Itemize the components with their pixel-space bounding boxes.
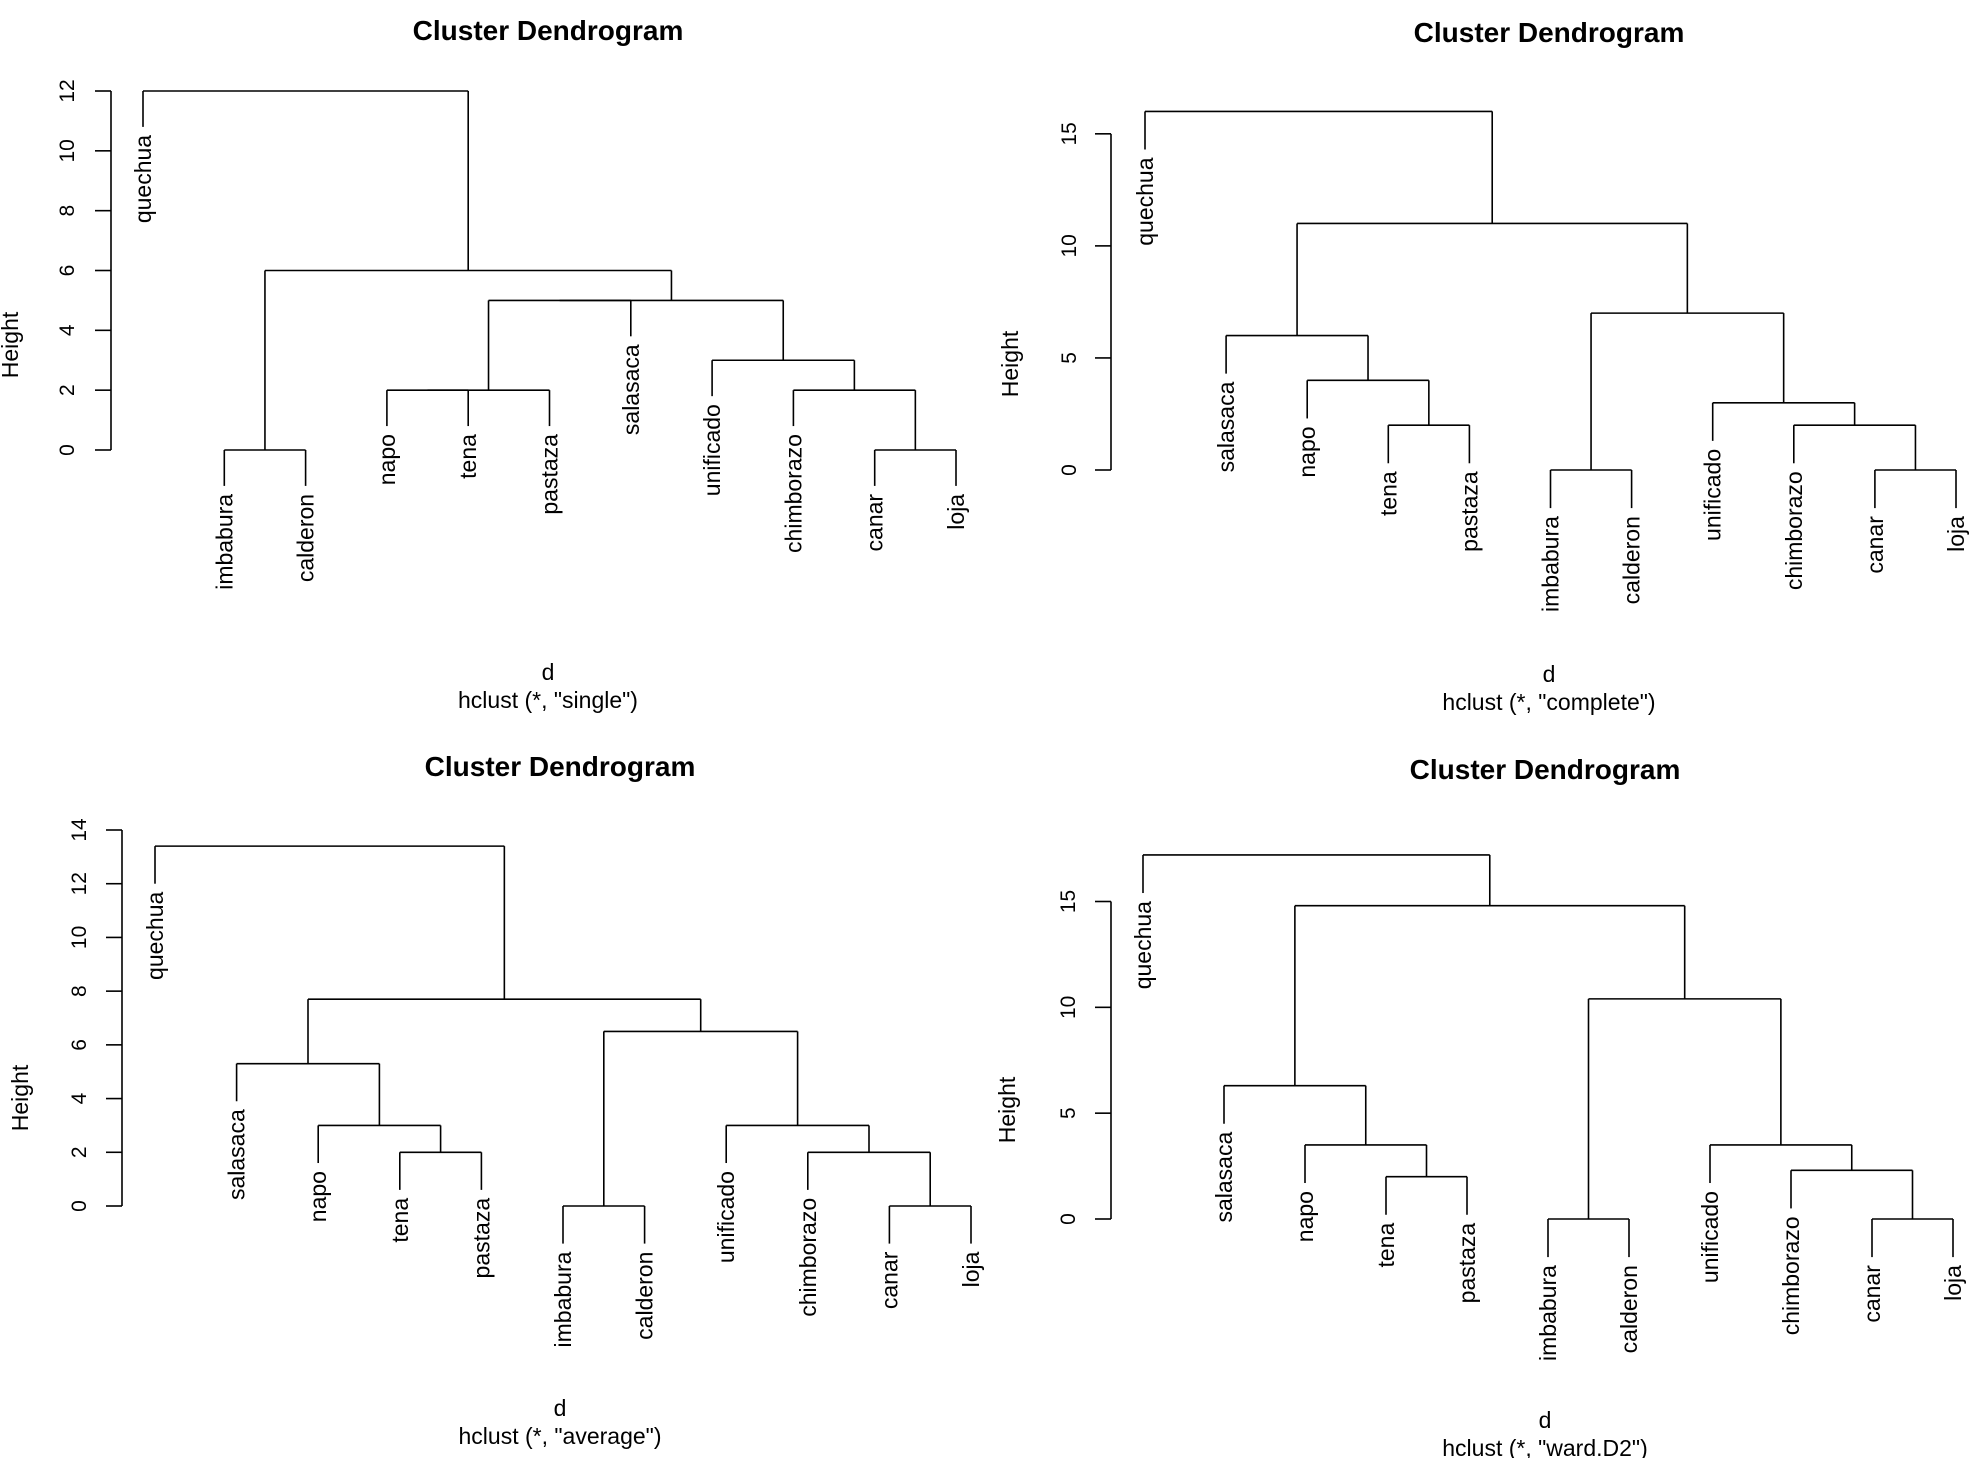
dendrogram-single: Cluster Dendrogram d hclust (*, "single"…: [0, 15, 969, 713]
leaf-label: calderon: [293, 494, 319, 582]
y-tick-label: 5: [1057, 1107, 1080, 1119]
method-label: hclust (*, "complete"): [1442, 689, 1655, 715]
leaf-label: quechua: [142, 892, 168, 980]
y-axis-label: Height: [0, 311, 23, 378]
y-tick-label: 5: [1058, 352, 1081, 364]
leaf-label: salasaca: [1213, 381, 1239, 472]
y-tick-label: 10: [68, 926, 91, 949]
x-axis-label: d: [554, 1395, 567, 1421]
leaf-label: imbabura: [550, 1251, 576, 1347]
y-axis-label: Height: [994, 1076, 1020, 1143]
y-tick-label: 4: [56, 324, 79, 336]
leaf-label: napo: [1294, 426, 1320, 477]
leaf-label: canar: [1862, 516, 1888, 574]
x-axis-label: d: [1539, 1407, 1552, 1433]
leaf-label: pastaza: [537, 434, 563, 515]
leaf-label: salasaca: [618, 344, 644, 435]
y-tick-label: 2: [56, 384, 79, 396]
leaf-label: chimborazo: [780, 434, 806, 553]
dendrogram-average: Cluster Dendrogram d hclust (*, "average…: [7, 751, 984, 1449]
y-tick-label: 6: [68, 1039, 91, 1051]
leaf-label: calderon: [632, 1252, 658, 1340]
y-tick-label: 10: [56, 139, 79, 162]
y-tick-label: 12: [56, 79, 79, 102]
leaf-label: unificado: [713, 1171, 739, 1263]
leaf-label: canar: [876, 1251, 902, 1309]
x-axis-label: d: [1543, 661, 1556, 687]
x-axis-label: d: [542, 659, 555, 685]
leaf-label: tena: [387, 1198, 413, 1243]
leaf-label: tena: [1373, 1223, 1399, 1268]
leaf-label: unificado: [1700, 449, 1726, 541]
leaf-label: salasaca: [224, 1109, 250, 1200]
leaf-label: quechua: [1130, 901, 1156, 989]
y-tick-label: 8: [56, 205, 79, 217]
method-label: hclust (*, "single"): [458, 687, 638, 713]
leaf-label: tena: [455, 434, 481, 479]
chart-title: Cluster Dendrogram: [413, 15, 684, 46]
chart-title: Cluster Dendrogram: [1410, 754, 1681, 785]
leaf-label: napo: [305, 1171, 331, 1222]
chart-title: Cluster Dendrogram: [1414, 17, 1685, 48]
y-tick-label: 10: [1058, 234, 1081, 257]
dendrogram-complete: Cluster Dendrogram d hclust (*, "complet…: [997, 17, 1969, 715]
y-tick-label: 8: [68, 985, 91, 997]
leaf-label: loja: [943, 494, 969, 530]
y-tick-label: 12: [68, 872, 91, 895]
leaf-label: calderon: [1619, 516, 1645, 604]
leaf-label: calderon: [1616, 1265, 1642, 1353]
leaf-label: canar: [1859, 1265, 1885, 1323]
leaf-label: chimborazo: [1778, 1216, 1804, 1335]
y-tick-label: 0: [56, 444, 79, 456]
leaf-label: imbabura: [211, 494, 237, 590]
y-tick-label: 4: [68, 1092, 91, 1104]
y-tick-label: 0: [1057, 1213, 1080, 1225]
y-tick-label: 0: [1058, 464, 1081, 476]
chart-title: Cluster Dendrogram: [425, 751, 696, 782]
leaf-label: unificado: [699, 404, 725, 496]
dendrogram-ward-d2: Cluster Dendrogram d hclust (*, "ward.D2…: [994, 754, 1966, 1458]
leaf-label: unificado: [1697, 1191, 1723, 1283]
leaf-label: loja: [958, 1251, 984, 1287]
y-tick-label: 0: [68, 1200, 91, 1212]
leaf-label: loja: [1943, 516, 1969, 552]
leaf-label: chimborazo: [795, 1198, 821, 1317]
y-tick-label: 10: [1057, 996, 1080, 1019]
leaf-label: napo: [374, 434, 400, 485]
leaf-label: pastaza: [1456, 471, 1482, 552]
leaf-label: imbabura: [1538, 516, 1564, 612]
method-label: hclust (*, "average"): [459, 1423, 662, 1449]
leaf-label: pastaza: [468, 1198, 494, 1279]
y-tick-label: 15: [1057, 890, 1080, 913]
leaf-label: imbabura: [1535, 1265, 1561, 1361]
leaf-label: tena: [1375, 471, 1401, 516]
leaf-label: quechua: [130, 135, 156, 223]
leaf-label: canar: [862, 494, 888, 552]
leaf-label: salasaca: [1211, 1132, 1237, 1223]
y-tick-label: 6: [56, 265, 79, 277]
leaf-label: quechua: [1132, 157, 1158, 245]
leaf-label: pastaza: [1454, 1223, 1480, 1304]
y-tick-label: 15: [1058, 122, 1081, 145]
leaf-label: napo: [1292, 1191, 1318, 1242]
y-axis-label: Height: [7, 1064, 33, 1131]
y-axis-label: Height: [997, 330, 1023, 397]
y-tick-label: 14: [68, 818, 91, 842]
leaf-label: chimborazo: [1781, 471, 1807, 590]
method-label: hclust (*, "ward.D2"): [1442, 1435, 1648, 1458]
y-tick-label: 2: [68, 1146, 91, 1158]
leaf-label: loja: [1940, 1265, 1966, 1301]
